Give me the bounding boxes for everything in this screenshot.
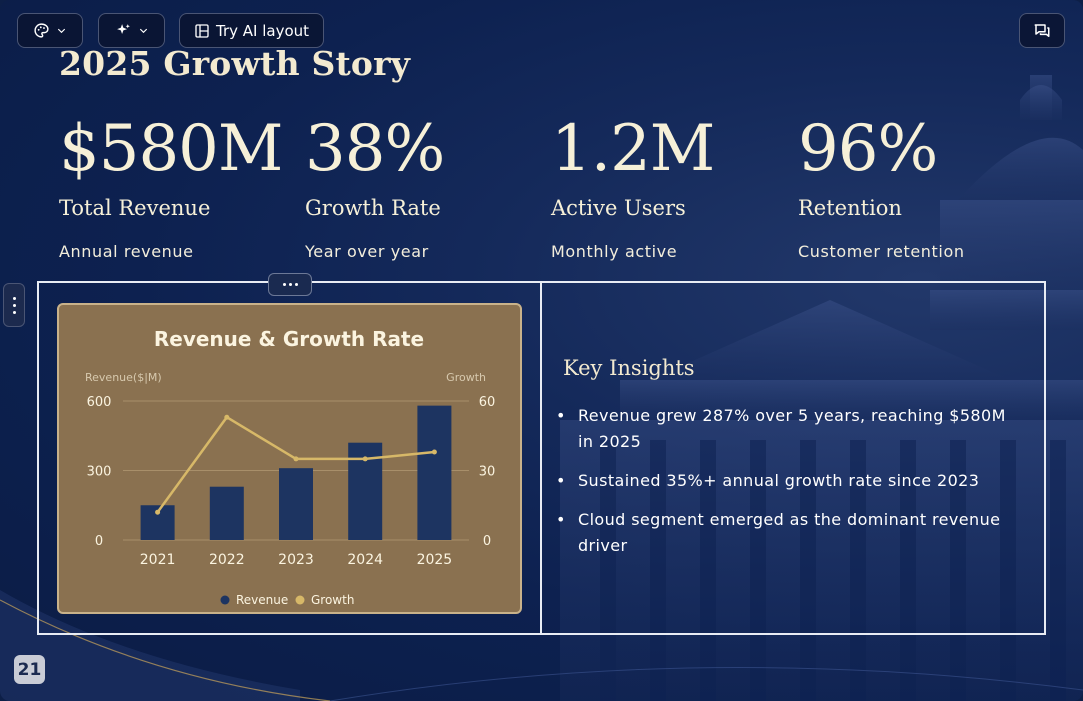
insight-item: Cloud segment emerged as the dominant re… xyxy=(556,507,1026,559)
stat-growth-rate: 38% Growth Rate Year over year xyxy=(305,108,445,261)
stat-subtext: Year over year xyxy=(305,242,429,261)
y2-tick-label: 0 xyxy=(483,534,491,549)
y-tick-label: 0 xyxy=(95,534,103,549)
chart-title: Revenue & Growth Rate xyxy=(154,327,424,351)
chevron-down-icon xyxy=(139,28,147,34)
bar-revenue-2022 xyxy=(209,486,244,540)
stat-label: Retention xyxy=(798,196,902,220)
revenue-growth-chart: Revenue & Growth Rate Revenue($|M) Growt… xyxy=(85,327,496,607)
comments-icon xyxy=(1034,23,1050,37)
x-tick-label: 2021 xyxy=(140,552,176,568)
stat-label: Active Users xyxy=(551,196,686,220)
try-ai-layout-button[interactable]: Try AI layout xyxy=(179,13,324,48)
legend-growth-label: Growth xyxy=(311,593,354,607)
stat-total-revenue: $580M Total Revenue Annual revenue xyxy=(59,108,283,261)
growth-point-2021 xyxy=(155,509,161,515)
y2-tick-label: 30 xyxy=(479,465,496,480)
slide-title: 2025 Growth Story xyxy=(59,44,411,83)
ai-magic-button[interactable] xyxy=(98,13,165,48)
x-tick-label: 2022 xyxy=(209,552,245,568)
bar-revenue-2023 xyxy=(279,468,313,540)
palette-icon xyxy=(34,23,49,38)
chart-card[interactable]: Revenue & Growth Rate Revenue($|M) Growt… xyxy=(57,303,522,614)
growth-point-2025 xyxy=(431,449,437,455)
sparkles-icon xyxy=(116,24,130,35)
bar-revenue-2025 xyxy=(417,405,452,540)
page-number-badge[interactable]: 21 xyxy=(14,655,45,684)
insight-item: Sustained 35%+ annual growth rate since … xyxy=(556,468,1026,494)
legend-revenue-label: Revenue xyxy=(236,593,288,607)
growth-point-2024 xyxy=(362,456,368,462)
y-tick-label: 300 xyxy=(87,465,112,480)
stat-value: $580M xyxy=(59,112,283,186)
x-tick-label: 2023 xyxy=(278,552,314,568)
stat-retention: 96% Retention Customer retention xyxy=(798,108,965,261)
insight-item: Revenue grew 287% over 5 years, reaching… xyxy=(556,403,1026,455)
insights-list: Revenue grew 287% over 5 years, reaching… xyxy=(556,403,1026,572)
legend-revenue-swatch xyxy=(220,595,230,605)
y-tick-label: 600 xyxy=(87,395,112,410)
theme-button[interactable] xyxy=(17,13,83,48)
growth-point-2023 xyxy=(293,456,299,462)
stat-label: Total Revenue xyxy=(59,196,211,220)
column-divider[interactable] xyxy=(540,282,542,634)
growth-point-2022 xyxy=(224,414,230,420)
layout-icon xyxy=(195,23,209,38)
stat-value: 1.2M xyxy=(551,112,715,186)
chevron-down-icon xyxy=(57,28,66,34)
drag-handle[interactable] xyxy=(268,273,312,296)
stat-value: 96% xyxy=(798,112,938,186)
stat-value: 38% xyxy=(305,112,445,186)
y-axis-label: Revenue($|M) xyxy=(85,371,162,384)
try-ai-layout-label: Try AI layout xyxy=(215,21,310,40)
x-tick-label: 2024 xyxy=(347,552,383,568)
stat-subtext: Monthly active xyxy=(551,242,678,261)
y2-axis-label: Growth xyxy=(446,371,486,384)
insights-title: Key Insights xyxy=(563,356,695,380)
stat-label: Growth Rate xyxy=(305,196,441,220)
stat-active-users: 1.2M Active Users Monthly active xyxy=(551,108,715,261)
x-tick-label: 2025 xyxy=(417,552,453,568)
stat-subtext: Annual revenue xyxy=(59,242,194,261)
side-drag-handle[interactable] xyxy=(3,283,25,327)
stat-subtext: Customer retention xyxy=(798,242,965,261)
y2-tick-label: 60 xyxy=(479,395,496,410)
legend-growth-swatch xyxy=(295,595,305,605)
comments-button[interactable] xyxy=(1019,13,1065,48)
